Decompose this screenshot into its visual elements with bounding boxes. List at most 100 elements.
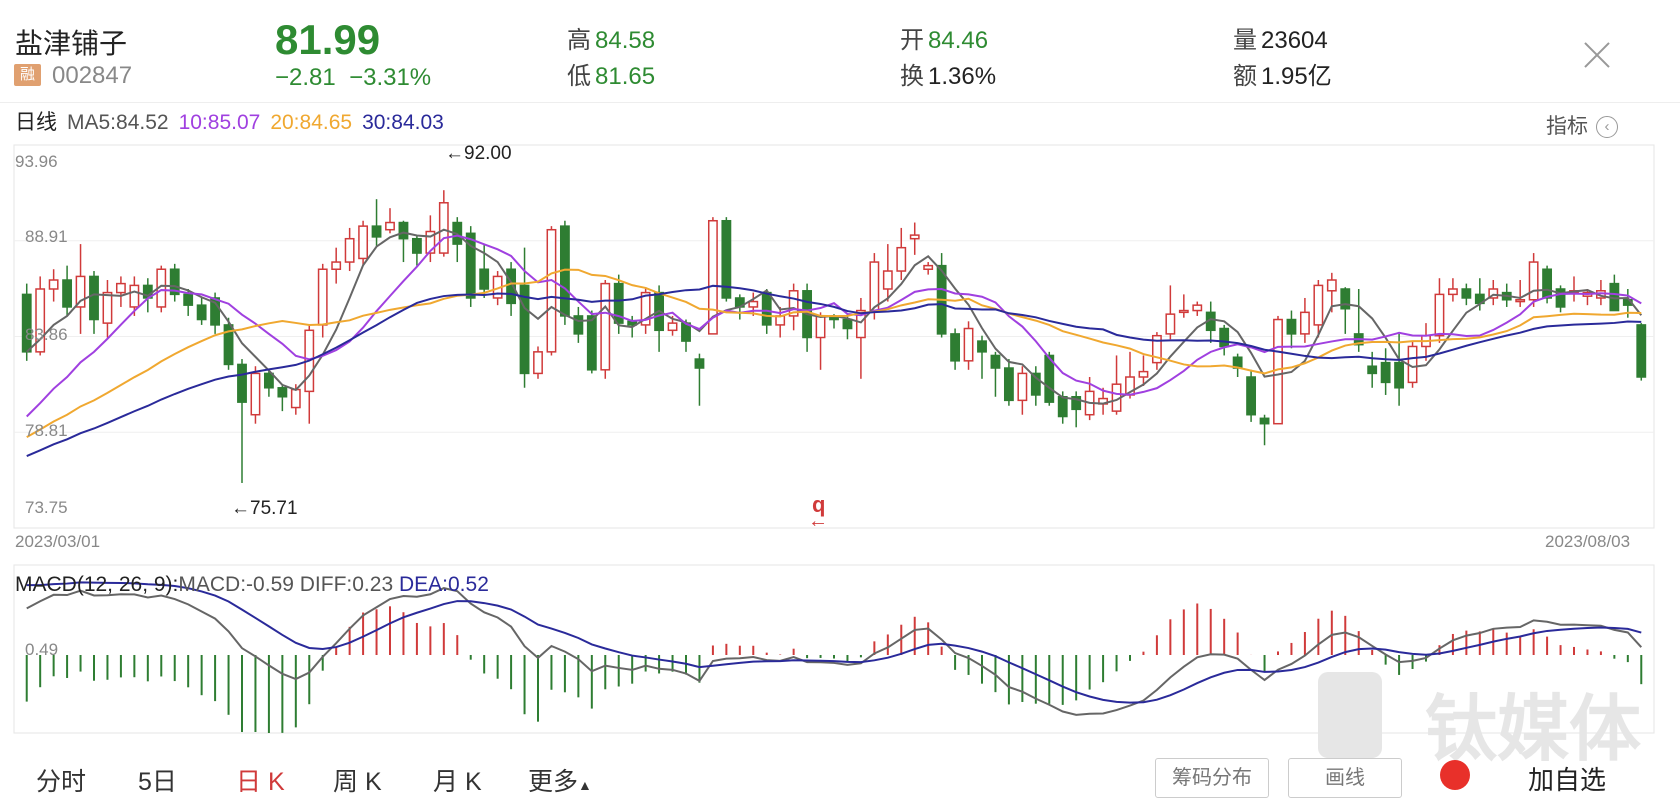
ma20-value: 20:84.65: [270, 111, 353, 134]
tab-daily-k[interactable]: 日 K: [236, 768, 285, 796]
candle-body: [277, 387, 288, 398]
price-axis-label: 88.91: [25, 227, 68, 246]
amount-label: 额: [1233, 63, 1257, 90]
candle-body: [977, 340, 987, 353]
candle-body: [223, 324, 234, 366]
low-label: 低: [567, 63, 591, 90]
candle-body: [89, 275, 99, 321]
price-change: −2.81 −3.31%: [275, 64, 431, 92]
candle-body: [694, 358, 705, 369]
candle-body: [761, 291, 772, 326]
candle-body: [1380, 361, 1391, 384]
indicator-button[interactable]: 指标 ‹: [1546, 110, 1618, 140]
candle-body: [290, 388, 301, 409]
candle-body: [1542, 268, 1553, 299]
candle-body: [1299, 311, 1310, 335]
candle-body: [75, 275, 86, 308]
macd-legend: MACD(12, 26, 9):MACD:-0.59 DIFF:0.23 DEA…: [15, 573, 489, 597]
candle-body: [1340, 288, 1351, 310]
candle-body: [1555, 288, 1566, 308]
quote-amount: 额 1.95亿: [1233, 56, 1332, 91]
ma5-value: MA5:84.52: [67, 111, 169, 134]
macd-axis-label: 0.49: [25, 640, 59, 659]
candle-body: [1178, 309, 1189, 314]
candle-body: [950, 333, 961, 362]
header-divider: [0, 102, 1680, 103]
candle-body: [788, 290, 799, 317]
candle-body: [1636, 324, 1647, 378]
price-axis-label: 73.75: [25, 498, 68, 517]
candle-body: [586, 315, 597, 371]
change-value: −2.81: [275, 64, 336, 91]
macd-value: MACD:-0.59: [178, 573, 294, 596]
candle-body: [1528, 261, 1539, 301]
candle-body: [519, 284, 530, 375]
candle-body: [1461, 288, 1472, 299]
tab-intraday[interactable]: 分时: [36, 768, 87, 796]
high-label: 高: [567, 27, 591, 54]
candle-body: [1488, 288, 1499, 299]
candle-body: [1165, 313, 1176, 335]
ma-lines: [26, 228, 1643, 457]
ma-legend: 日线 MA5:84.52 10:85.07 20:84.65 30:84.03: [15, 106, 454, 136]
candle-body: [425, 230, 436, 254]
candle-body: [169, 268, 180, 296]
candle-body: [1447, 288, 1458, 296]
event-marker[interactable]: q: [812, 492, 826, 517]
candle-body: [1259, 417, 1270, 425]
candle-body: [842, 318, 853, 330]
end-date: 2023/08/03: [1545, 532, 1631, 551]
dea-value: DEA:0.52: [398, 573, 489, 596]
stock-name: 盐津铺子: [15, 28, 128, 59]
quote-open: 开 84.46: [900, 20, 988, 55]
low-marker: ←75.71: [231, 498, 298, 519]
candle-body: [1003, 367, 1014, 402]
candle-body: [250, 372, 261, 416]
watermark-logo: [1318, 672, 1382, 758]
period-label: 日线: [15, 111, 57, 134]
ma30-value: 30:84.03: [362, 111, 444, 134]
stock-code: 002847: [52, 62, 133, 89]
tab-5day[interactable]: 5日: [138, 768, 177, 796]
candle-body: [923, 264, 934, 270]
chip-distribution-button[interactable]: 筹码分布: [1155, 758, 1269, 798]
candle-body: [1044, 354, 1055, 403]
candle-body: [1071, 396, 1082, 411]
diff-line: [26, 587, 1643, 716]
ma30-line: [26, 284, 1642, 457]
candle-body: [479, 268, 490, 290]
ma20-line: [26, 268, 1642, 439]
candle-body: [1286, 318, 1297, 335]
change-percent: −3.31%: [349, 64, 432, 91]
candle-body: [465, 232, 476, 299]
candle-body: [183, 293, 194, 306]
candle-body: [398, 221, 409, 240]
indicator-label: 指标: [1546, 115, 1588, 138]
draw-line-button[interactable]: 画线: [1288, 758, 1402, 798]
record-icon[interactable]: [1440, 760, 1470, 790]
dea-line: [26, 581, 1642, 704]
candle-body: [385, 221, 395, 231]
candle-body: [129, 284, 140, 308]
turnover-value: 1.36%: [928, 63, 997, 90]
candle-body: [1367, 365, 1378, 375]
amount-value: 1.95亿: [1261, 63, 1332, 90]
open-value: 84.46: [928, 27, 989, 54]
candle-body: [263, 372, 274, 389]
chevron-left-circle-icon: ‹: [1596, 116, 1618, 139]
tab-monthly-k[interactable]: 月 K: [433, 768, 482, 796]
tab-weekly-k[interactable]: 周 K: [333, 768, 382, 796]
candle-body: [533, 351, 543, 375]
margin-tag: 融: [14, 64, 41, 86]
candle-body: [1326, 279, 1337, 292]
candle-body: [62, 279, 73, 308]
add-watchlist-button[interactable]: 加自选: [1528, 765, 1607, 795]
candle-body: [1030, 372, 1041, 396]
candle-body: [1138, 370, 1149, 378]
quote-volume: 量 23604: [1233, 20, 1328, 55]
candle-body: [1313, 284, 1324, 326]
tab-more[interactable]: 更多▲: [528, 768, 592, 796]
candle-body: [640, 291, 651, 326]
quote-high: 高 84.58: [567, 20, 655, 55]
